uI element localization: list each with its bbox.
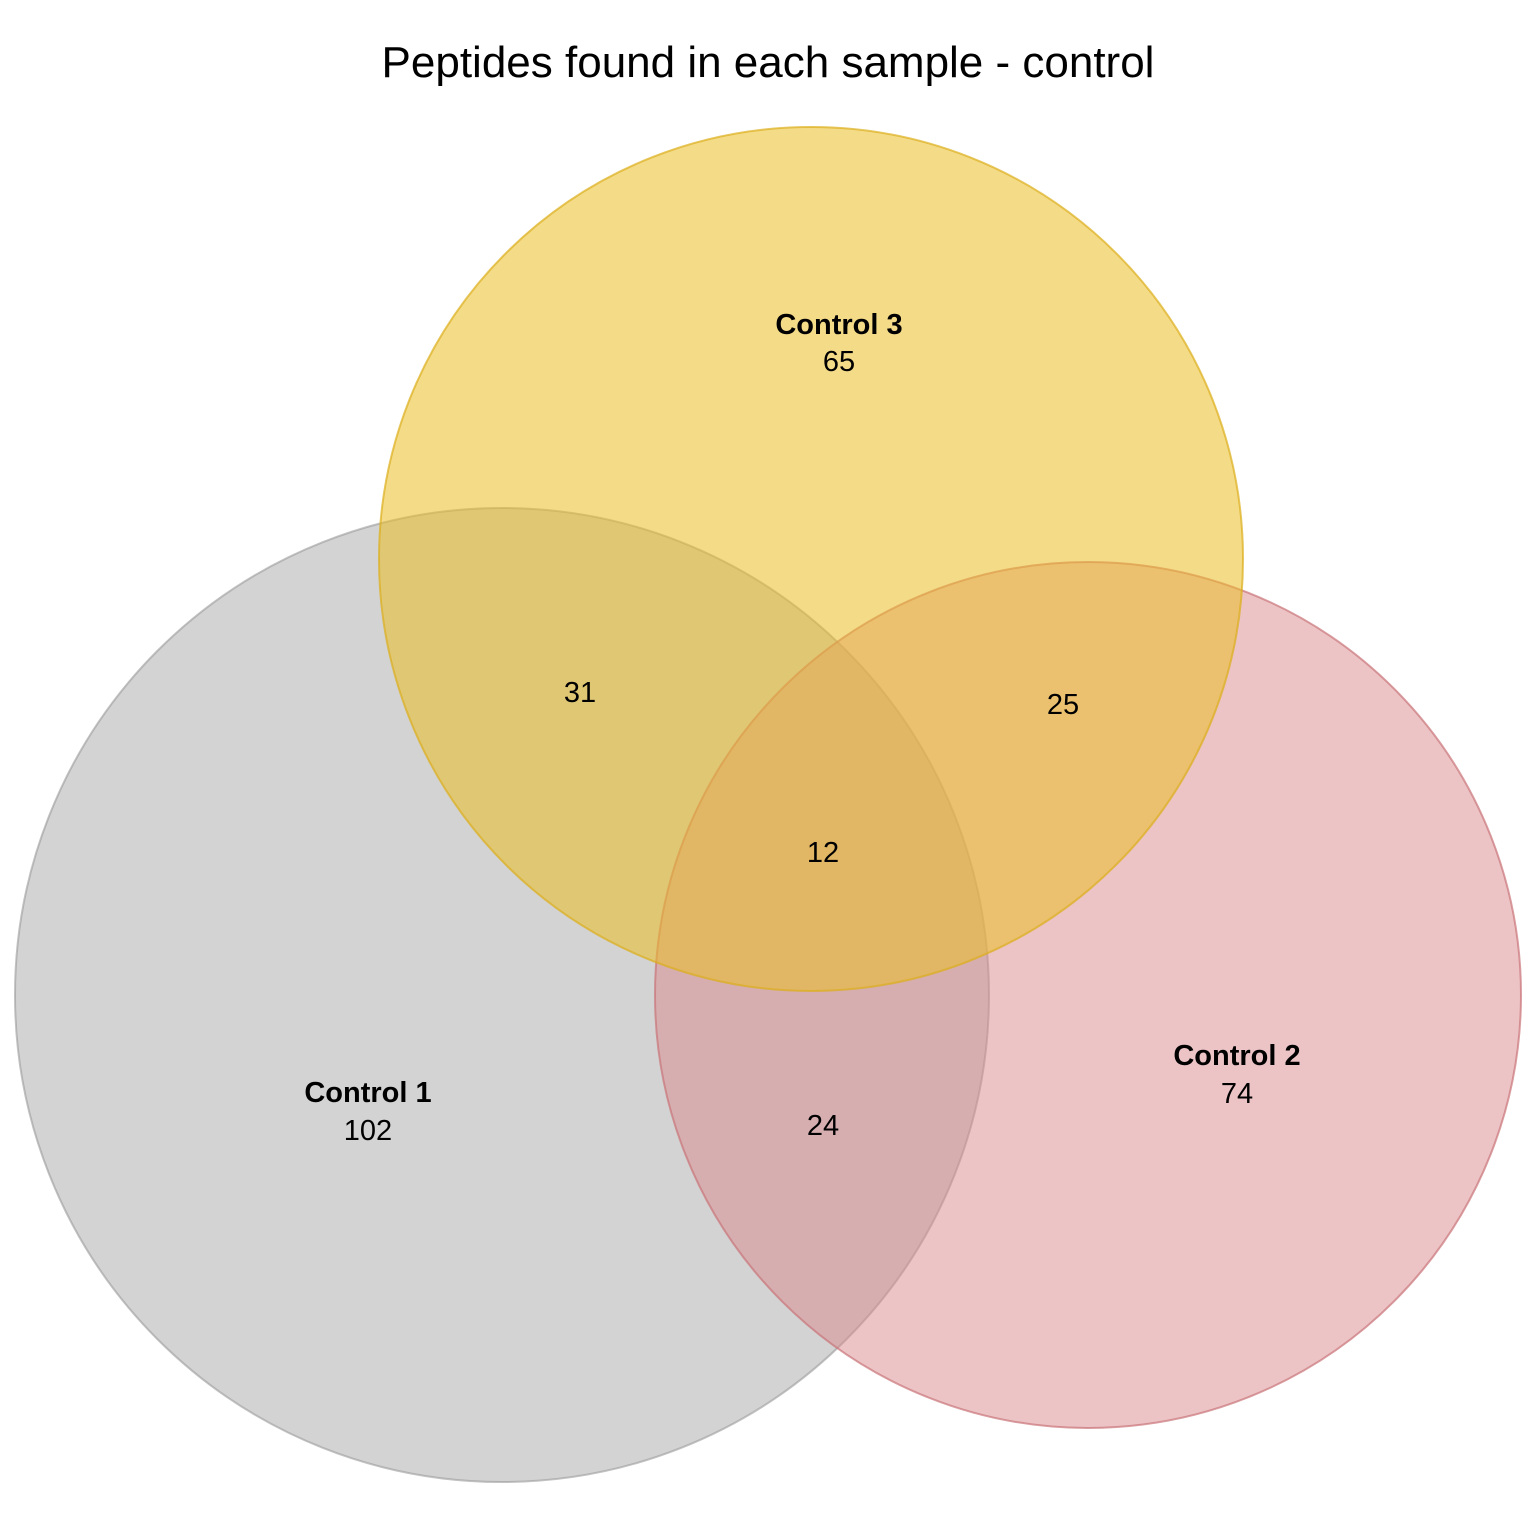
count-control-1-only: 102 (344, 1115, 392, 1147)
set-label-control-2: Control 2 (1173, 1040, 1300, 1072)
count-all-three: 12 (807, 837, 839, 869)
circle-control-3 (378, 126, 1244, 992)
set-label-control-3: Control 3 (775, 309, 902, 341)
count-control-1-and-3: 31 (564, 677, 596, 709)
count-control-2-only: 74 (1221, 1078, 1253, 1110)
count-control-3-only: 65 (823, 346, 855, 378)
count-control-2-and-3: 25 (1047, 689, 1079, 721)
set-label-control-1: Control 1 (304, 1077, 431, 1109)
count-control-1-and-2: 24 (807, 1110, 839, 1142)
chart-title: Peptides found in each sample - control (382, 38, 1155, 87)
